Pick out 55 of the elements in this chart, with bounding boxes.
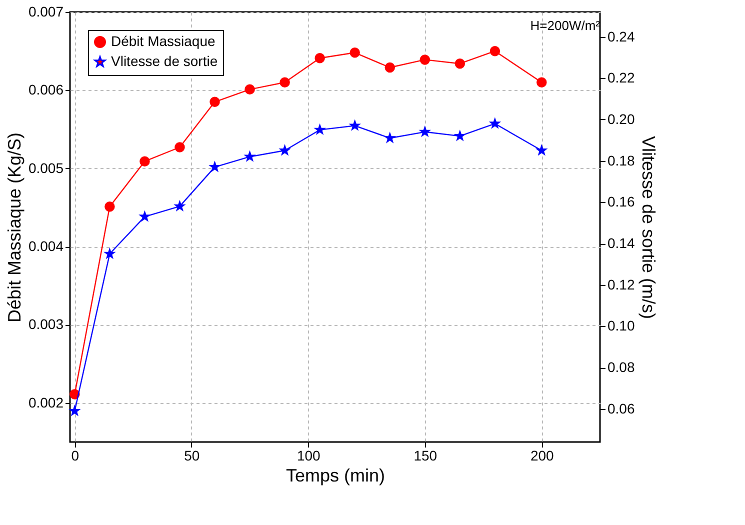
legend-label: Débit Massiaque — [111, 33, 216, 49]
point — [384, 132, 395, 142]
point — [420, 126, 430, 136]
point — [174, 142, 185, 152]
point — [70, 406, 80, 416]
legend-label: Vlitesse de sortie — [111, 53, 218, 69]
y-tick-label: 0.004 — [28, 238, 64, 254]
point — [454, 58, 466, 69]
point — [350, 120, 360, 130]
y2-tick-label: 0.12 — [608, 276, 635, 292]
point — [384, 62, 395, 73]
point — [244, 84, 255, 95]
point — [104, 248, 115, 258]
point — [536, 77, 547, 88]
point — [174, 201, 185, 211]
point — [140, 156, 150, 166]
point — [280, 145, 290, 155]
y2-tick-label: 0.22 — [608, 70, 635, 86]
y2-tick-label: 0.06 — [608, 400, 635, 416]
x-tick-label: 50 — [184, 448, 200, 464]
y-tick-label: 0.007 — [28, 4, 64, 20]
point — [104, 202, 115, 212]
point — [140, 212, 150, 221]
point — [70, 389, 80, 400]
point — [314, 124, 325, 134]
y2-tick-label: 0.20 — [608, 111, 635, 127]
y-tick-label: 0.006 — [28, 82, 64, 98]
y2-tick-label: 0.08 — [608, 359, 635, 376]
point — [280, 77, 290, 88]
x-axis-title: Temps (min) — [286, 466, 386, 486]
y2-tick-label: 0.18 — [608, 152, 635, 168]
point — [314, 53, 325, 64]
x-tick-label: 200 — [530, 448, 554, 464]
y2-axis-title: Vlitesse de sortie (m/s) — [638, 136, 659, 320]
point — [490, 46, 500, 56]
y2-tick-label: 0.24 — [608, 28, 635, 44]
x-tick-label: 0 — [71, 448, 80, 464]
y-tick-label: 0.003 — [28, 316, 64, 332]
point — [350, 48, 360, 58]
point — [244, 152, 255, 161]
y-axis-title: Débit Massiaque (Kg/S) — [4, 132, 24, 323]
point — [420, 54, 430, 65]
y2-tick-label: 0.14 — [608, 235, 635, 252]
y2-tick-label: 0.10 — [608, 318, 635, 334]
x-tick-label: 150 — [414, 448, 438, 464]
point — [536, 145, 547, 155]
point — [210, 96, 220, 108]
y-tick-label: 0.002 — [28, 394, 64, 410]
y-tick-label: 0.005 — [28, 160, 64, 176]
point — [210, 162, 220, 172]
point — [455, 130, 465, 140]
x-tick-label: 100 — [296, 448, 321, 464]
point — [490, 118, 500, 128]
y2-tick-label: 0.16 — [608, 194, 635, 210]
annotation: H=200W/m² — [530, 18, 601, 33]
